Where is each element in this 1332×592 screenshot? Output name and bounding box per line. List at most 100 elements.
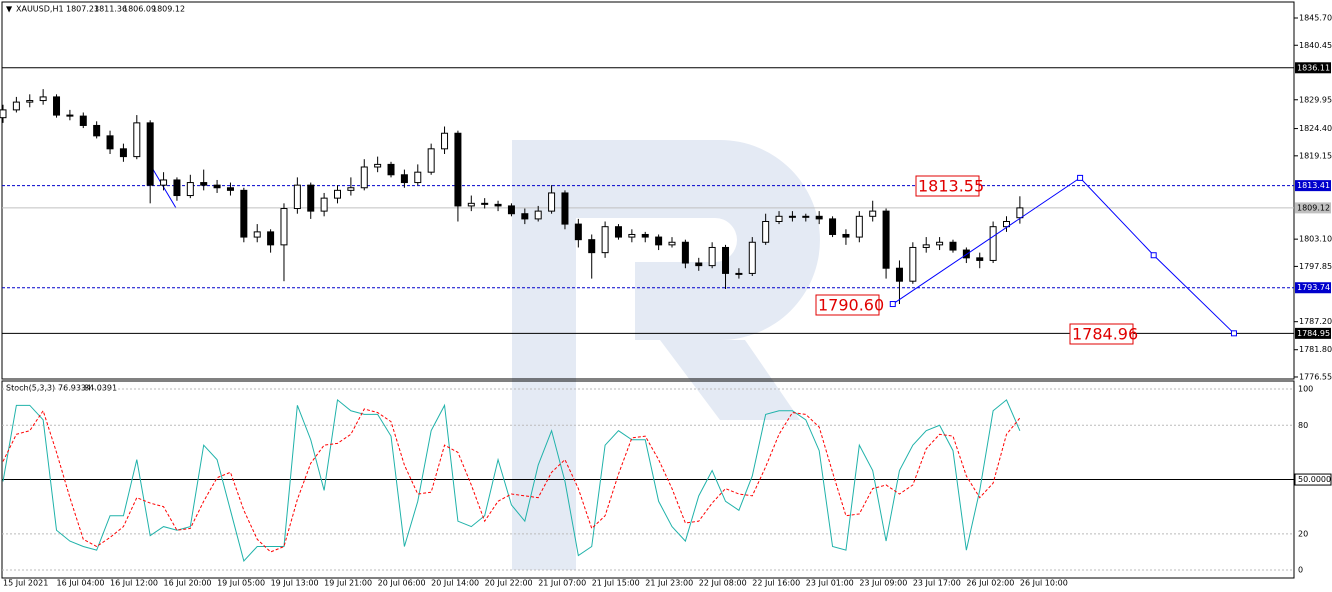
- annotation-box: [815, 294, 880, 316]
- stoch-line: [2, 408, 1021, 553]
- candle-body: [922, 244, 930, 248]
- candle-body: [695, 262, 703, 267]
- y-tick-label: 1840.45: [1299, 41, 1332, 50]
- forecast-point: [1150, 252, 1157, 259]
- level-label: 1836.11: [1297, 63, 1330, 72]
- watermark-leg: [660, 340, 800, 420]
- x-tick-label: 16 Jul 20:00: [164, 579, 212, 588]
- forecast-point: [889, 301, 896, 308]
- x-tick-label: 26 Jul 10:00: [1020, 579, 1068, 588]
- stoch-signal-value: 84.0391: [84, 384, 117, 393]
- annotation-box: [1069, 323, 1134, 345]
- x-tick-label: 23 Jul 09:00: [859, 579, 907, 588]
- stoch-line: [2, 398, 1021, 562]
- level-label-box: [1295, 180, 1331, 192]
- candle-body: [400, 174, 408, 184]
- x-tick-label: 16 Jul 04:00: [57, 579, 105, 588]
- x-tick-label: 21 Jul 23:00: [645, 579, 693, 588]
- x-tick-label: 20 Jul 22:00: [485, 579, 533, 588]
- x-tick-label: 22 Jul 16:00: [752, 579, 800, 588]
- candle-body: [548, 192, 556, 212]
- candle-body: [186, 182, 194, 197]
- x-tick-label: 23 Jul 17:00: [913, 579, 961, 588]
- candle-body: [200, 182, 208, 186]
- candle-body: [320, 197, 328, 212]
- candle-body: [574, 223, 582, 241]
- x-tick-label: 23 Jul 01:00: [806, 579, 854, 588]
- level-label: 1809.12: [1297, 203, 1330, 212]
- x-tick-label: 19 Jul 05:00: [217, 579, 265, 588]
- candle-body: [521, 213, 529, 220]
- y-tick-label: 100: [1298, 385, 1313, 394]
- y-tick-label: 0: [1298, 566, 1303, 575]
- candle-body: [441, 132, 449, 150]
- candle-body: [561, 192, 569, 225]
- candle-body: [989, 226, 997, 261]
- price-panel: [1, 1, 1295, 380]
- x-tick-label: 22 Jul 08:00: [699, 579, 747, 588]
- candle-body: [842, 233, 850, 238]
- level-label-box: [1295, 62, 1331, 74]
- candle-body: [427, 148, 435, 173]
- ohlc-open: 1807.23: [66, 5, 99, 14]
- candle-body: [534, 210, 542, 220]
- candle-body: [213, 184, 221, 189]
- y-tick-label: 1797.85: [1299, 262, 1332, 271]
- candle-body: [909, 246, 917, 282]
- candle-body: [467, 202, 475, 207]
- candle-body: [895, 267, 903, 282]
- candle-body: [146, 122, 154, 186]
- candle-body: [106, 135, 114, 150]
- candle-body: [735, 272, 743, 275]
- candle-body: [628, 233, 636, 238]
- y-tick-label: 50.0000: [1298, 475, 1331, 484]
- candle-body: [360, 166, 368, 189]
- level-label: 1793.74: [1297, 283, 1330, 292]
- forecast-line: [892, 177, 1235, 334]
- candle-body: [253, 231, 261, 238]
- candle-body: [0, 109, 7, 119]
- level-label-box: [1294, 473, 1332, 486]
- candle-body: [655, 236, 663, 246]
- candle-body: [588, 239, 596, 254]
- candle-body: [374, 163, 382, 168]
- level-label: 1784.95: [1297, 329, 1330, 338]
- candle-body: [53, 96, 61, 116]
- annotation: 1790.60: [818, 296, 884, 315]
- forecast-point: [1230, 330, 1237, 337]
- y-tick-label: 1776.55: [1299, 372, 1332, 381]
- stoch-main-value: 76.9334: [58, 384, 91, 393]
- candle-body: [1016, 207, 1024, 219]
- watermark-bowl: [576, 140, 820, 340]
- annotation-box: [915, 175, 980, 197]
- candle-body: [133, 122, 141, 158]
- y-tick-label: 1803.10: [1299, 235, 1332, 244]
- candle-body: [66, 114, 74, 117]
- y-tick-label: 80: [1298, 421, 1308, 430]
- y-tick-label: 1819.15: [1299, 151, 1332, 160]
- x-tick-label: 20 Jul 14:00: [431, 579, 479, 588]
- candle-body: [815, 215, 823, 220]
- candle-body: [226, 187, 234, 191]
- x-tick-label: 15 Jul 2021: [3, 579, 48, 588]
- candle-body: [869, 210, 877, 217]
- y-tick-label: 1824.40: [1299, 124, 1332, 133]
- candle-body: [293, 184, 301, 210]
- candle-body: [454, 132, 462, 207]
- candle-body: [347, 187, 355, 191]
- candle-body: [79, 115, 87, 126]
- candle-body: [976, 257, 984, 261]
- candle-body: [788, 215, 796, 218]
- candle-body: [681, 241, 689, 264]
- candle-body: [507, 205, 515, 215]
- y-tick-label: 1781.80: [1299, 345, 1332, 354]
- x-tick-label: 21 Jul 07:00: [538, 579, 586, 588]
- candle-body: [748, 241, 756, 274]
- candle-body: [280, 208, 288, 246]
- candle-body: [882, 210, 890, 269]
- candle-body: [173, 179, 181, 197]
- x-tick-label: 16 Jul 12:00: [110, 579, 158, 588]
- candle-body: [829, 218, 837, 235]
- candle-body: [949, 241, 957, 251]
